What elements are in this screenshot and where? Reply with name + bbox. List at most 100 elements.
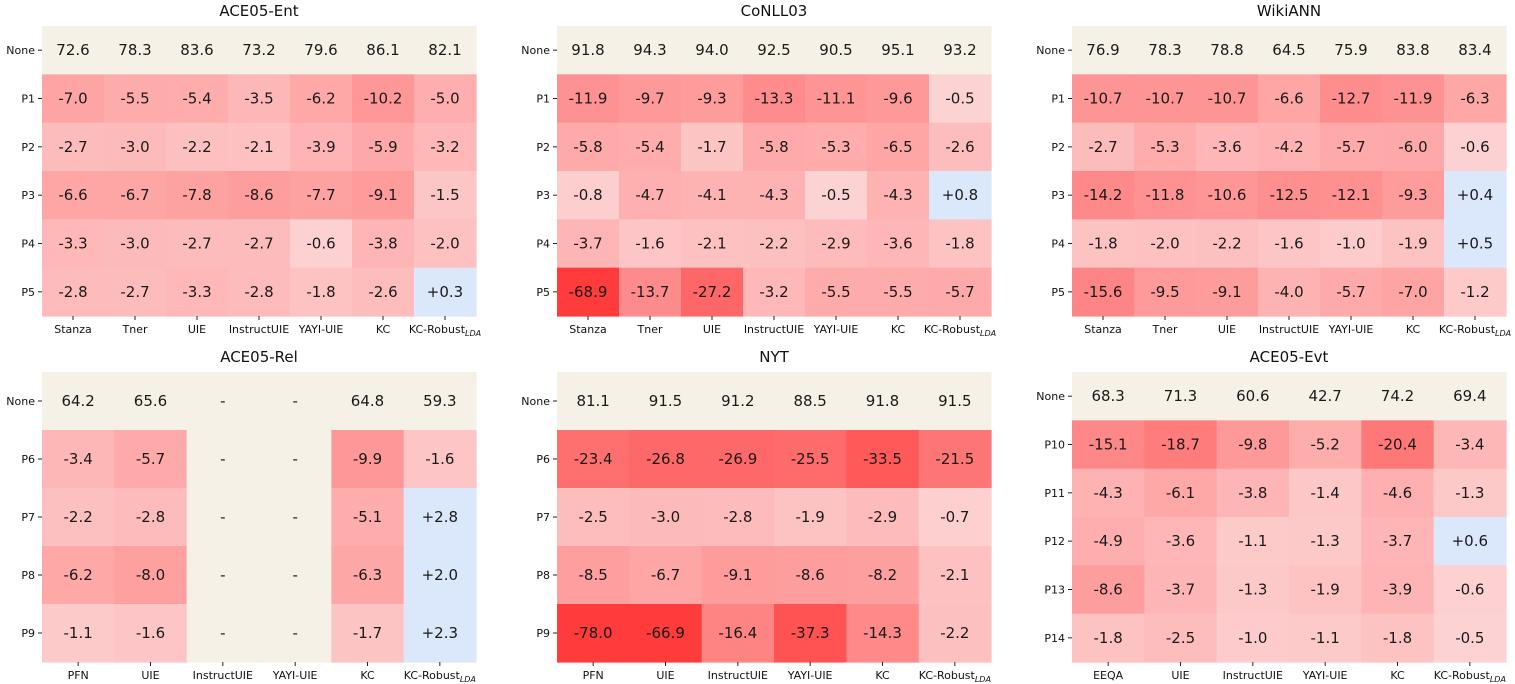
- cell-value: -10.6: [1208, 186, 1247, 204]
- column-label: UIE: [703, 323, 721, 336]
- cell-value: -2.5: [1166, 629, 1195, 647]
- heatmap-cell: [1361, 517, 1435, 566]
- heatmap-cell: [42, 74, 105, 124]
- cell-value: 81.1: [576, 392, 609, 410]
- cell-value: -33.5: [863, 450, 902, 468]
- cell-value: -0.5: [1455, 629, 1484, 647]
- cell-value: -37.3: [791, 624, 830, 642]
- cell-value: -3.0: [651, 508, 680, 526]
- cell-value: -8.6: [796, 566, 825, 584]
- cell-value: -2.1: [244, 138, 273, 156]
- heatmap-cell: [805, 219, 868, 269]
- heatmap-cell: [557, 171, 620, 220]
- heatmap-cell: [1320, 267, 1383, 317]
- cell-value: 78.3: [118, 41, 151, 59]
- cell-value: 88.5: [793, 392, 826, 410]
- row-label: P3: [1051, 189, 1065, 202]
- row-label: P7: [21, 511, 35, 524]
- cell-value: -3.3: [182, 283, 211, 301]
- row-label: P1: [21, 93, 35, 106]
- cell-value: -3.7: [573, 235, 602, 253]
- heatmap-panel-ace05-evt: ACE05-Evt 68.3 71.3 60.6 42.7 74.2 69.4 -15.1 -1…: [1036, 348, 1507, 684]
- heatmap-cell: [403, 430, 477, 489]
- heatmap-cell: [629, 546, 703, 605]
- cell-value: -5.1: [353, 508, 382, 526]
- heatmap-cell: [1216, 468, 1290, 518]
- cell-value: 83.6: [180, 41, 213, 59]
- cell-value: -2.7: [120, 283, 149, 301]
- cell-value: 64.2: [61, 392, 94, 410]
- column-label: YAYI-UIE: [1328, 323, 1374, 336]
- cell-value: -2.8: [136, 508, 165, 526]
- heatmap-cell: [867, 219, 930, 269]
- cell-value: -10.2: [364, 90, 403, 108]
- cell-value: -2.8: [244, 283, 273, 301]
- heatmap-cell: [1433, 468, 1507, 518]
- heatmap-cell: [259, 372, 332, 431]
- heatmap-cell: [290, 74, 353, 124]
- heatmap-cell: [918, 488, 992, 547]
- heatmap-cell: [557, 74, 620, 124]
- panel-title: WikiANN: [1257, 2, 1321, 20]
- heatmap-cell: [867, 171, 930, 220]
- cell-value: -2.8: [58, 283, 87, 301]
- heatmap-cell: [42, 372, 115, 431]
- cell-value: -6.7: [120, 186, 149, 204]
- heatmap-cell: [403, 604, 477, 663]
- cell-value: -2.1: [697, 235, 726, 253]
- heatmap-cell: [929, 267, 992, 317]
- cell-value: -8.2: [868, 566, 897, 584]
- row-label: P6: [21, 453, 35, 466]
- cell-value: -26.9: [718, 450, 757, 468]
- cell-value: 91.5: [649, 392, 682, 410]
- heatmap-cell: [352, 171, 415, 220]
- cell-value: -3.0: [120, 235, 149, 253]
- heatmap-cell: [846, 546, 920, 605]
- cell-value: 92.5: [757, 41, 790, 59]
- heatmap-cell: [557, 372, 630, 431]
- cell-value: -2.2: [1212, 235, 1241, 253]
- row-label: P5: [1051, 286, 1065, 299]
- heatmap-cell: [619, 122, 682, 172]
- row-label: P7: [536, 511, 550, 524]
- row-label: P2: [536, 141, 550, 154]
- cell-value: -1.3: [1311, 532, 1340, 550]
- heatmap-cell: [1361, 613, 1435, 663]
- heatmap-cell: [228, 219, 291, 269]
- column-label: KC: [360, 669, 375, 682]
- cell-value: -3.2: [430, 138, 459, 156]
- cell-value: -12.1: [1332, 186, 1371, 204]
- heatmap-cell: [1444, 122, 1507, 172]
- heatmap-cell: [403, 488, 477, 547]
- heatmap-cell: [104, 122, 167, 172]
- panel-title: NYT: [759, 348, 789, 366]
- row-label: P11: [1044, 487, 1065, 500]
- row-label: P10: [1044, 439, 1065, 452]
- heatmap-cell: [918, 430, 992, 489]
- cell-value: 86.1: [366, 41, 399, 59]
- heatmap-cell: [929, 171, 992, 220]
- heatmap-cell: [929, 122, 992, 172]
- heatmap-cell: [918, 546, 992, 605]
- cell-value: -1.3: [1238, 581, 1267, 599]
- cell-value: -18.7: [1161, 436, 1200, 454]
- cell-value: -1.6: [136, 624, 165, 642]
- cell-value: 78.3: [1148, 41, 1181, 59]
- cell-value: 65.6: [134, 392, 167, 410]
- column-label: InstructUIE: [1223, 669, 1283, 682]
- cell-value: -9.5: [1150, 283, 1179, 301]
- column-label: Stanza: [569, 323, 607, 336]
- cell-value: +0.3: [427, 283, 463, 301]
- cell-value: -2.2: [182, 138, 211, 156]
- heatmap-cell: [1072, 565, 1145, 615]
- panel-title: CoNLL03: [741, 2, 808, 20]
- cell-value: -0.8: [573, 186, 602, 204]
- cell-value: -3.2: [759, 283, 788, 301]
- cell-value: 94.3: [633, 41, 666, 59]
- heatmap-cell: [1072, 372, 1145, 421]
- cell-value: -1.8: [306, 283, 335, 301]
- column-label: Stanza: [54, 323, 92, 336]
- cell-value: -1.1: [1311, 629, 1340, 647]
- heatmap-cell: [114, 372, 188, 431]
- row-label: P3: [536, 189, 550, 202]
